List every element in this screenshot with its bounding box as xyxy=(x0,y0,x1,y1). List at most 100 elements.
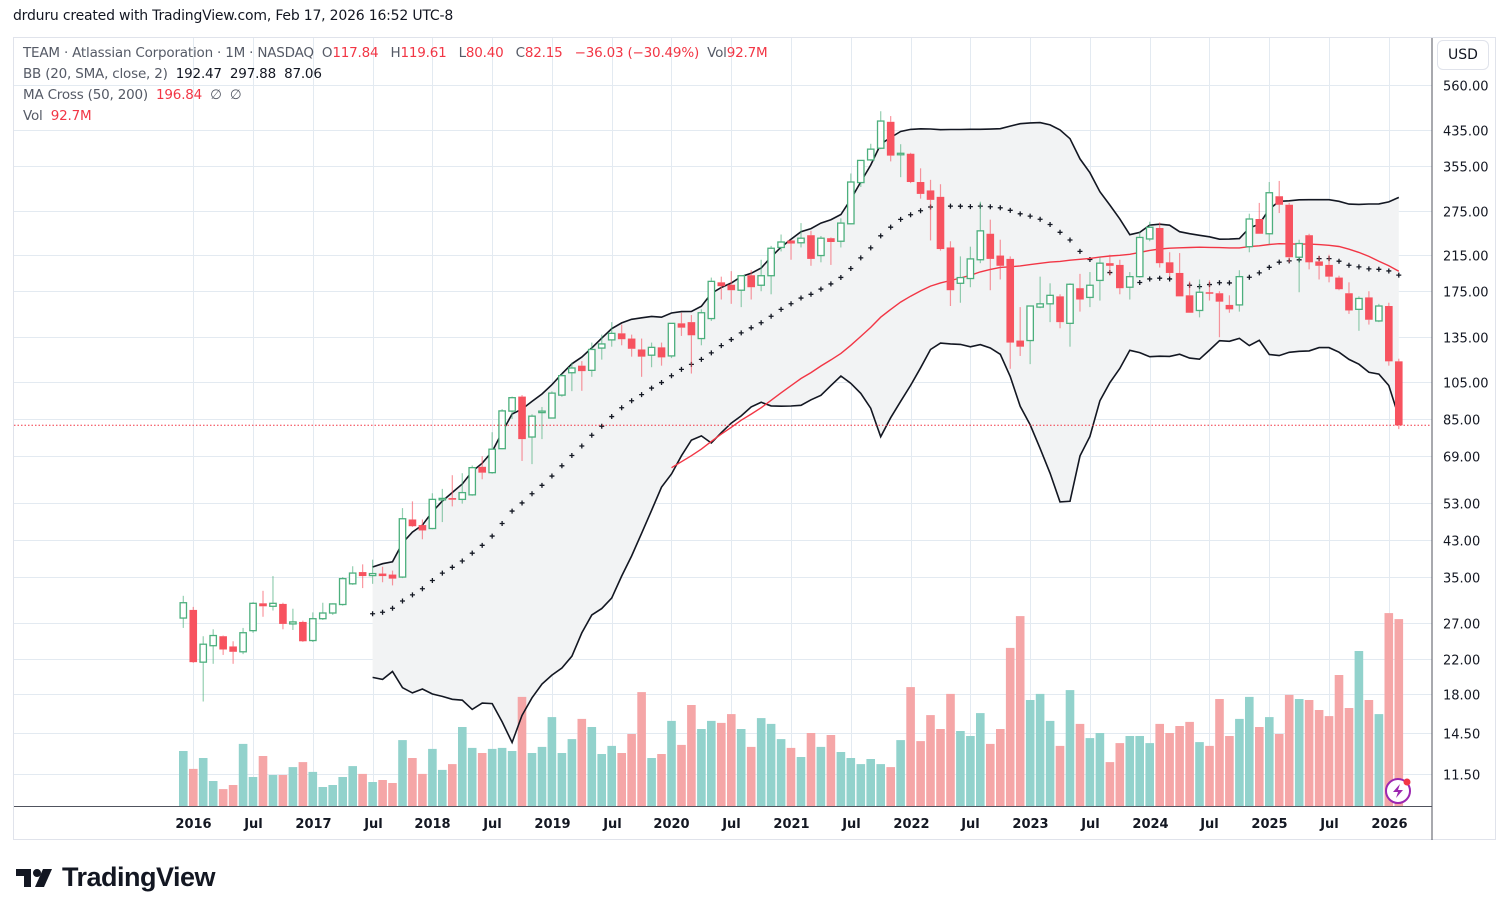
volume-bar xyxy=(896,740,905,806)
legend-vol-row[interactable]: Vol 92.7M xyxy=(23,108,95,124)
legend-symbol-row: TEAM · Atlassian Corporation · 1M · NASD… xyxy=(23,45,775,61)
bollinger-basis-marker xyxy=(668,373,674,379)
candle xyxy=(1235,270,1244,312)
candle xyxy=(637,338,646,377)
legend-bb-row[interactable]: BB (20, SMA, close, 2) 192.47 297.88 87.… xyxy=(23,66,326,82)
ma-fast-value: 196.84 xyxy=(156,87,203,103)
bollinger-basis-marker xyxy=(838,274,844,280)
bollinger-basis-marker xyxy=(768,313,774,319)
bollinger-basis-marker xyxy=(798,295,804,301)
candle xyxy=(837,218,845,248)
candle-body xyxy=(647,346,656,356)
bollinger-basis-marker xyxy=(579,443,585,449)
plot-area[interactable] xyxy=(14,111,1432,806)
time-tick-label: Jul xyxy=(602,817,622,832)
price-tick-label: 85.00 xyxy=(1443,414,1480,429)
candle xyxy=(866,143,875,161)
candle xyxy=(1245,213,1254,253)
candle xyxy=(1215,291,1224,338)
volume-bar xyxy=(1165,733,1174,806)
price-tick-label: 18.00 xyxy=(1443,689,1480,704)
bollinger-basis-marker xyxy=(419,586,425,592)
candle-body xyxy=(1056,296,1064,323)
bb-upper-value: 297.88 xyxy=(229,66,276,82)
bollinger-basis-marker xyxy=(1376,266,1382,272)
candle xyxy=(926,179,935,241)
candle-body xyxy=(936,196,945,250)
volume-bar xyxy=(1324,716,1334,806)
volume-bar xyxy=(1095,733,1105,806)
volume-bar xyxy=(1185,721,1194,806)
candle-body xyxy=(358,572,367,577)
candle xyxy=(388,570,397,586)
volume-bar xyxy=(1015,616,1025,806)
bollinger-basis-marker xyxy=(519,500,525,506)
lightning-bolt-icon[interactable] xyxy=(1385,778,1411,804)
volume-bar xyxy=(507,751,517,806)
candle-body xyxy=(727,284,736,291)
candle xyxy=(1345,282,1353,314)
candle xyxy=(1355,296,1363,331)
candle xyxy=(488,432,497,474)
symbol-title[interactable]: TEAM · Atlassian Corporation · 1M · NASD… xyxy=(23,45,314,61)
volume-bar xyxy=(1314,710,1324,806)
volume-bar xyxy=(1115,743,1125,806)
volume-bar xyxy=(1215,699,1224,806)
candle-body xyxy=(876,120,885,149)
volume-bar xyxy=(338,777,347,806)
candle xyxy=(707,277,716,321)
time-axis[interactable]: 2016 Jul 2017 Jul 2018 Jul 2019 Jul 2020 Jul 2021 J… xyxy=(175,817,1407,832)
candle-body xyxy=(737,275,746,291)
vol-indicator-value: 92.7M xyxy=(50,108,92,124)
candle-body xyxy=(328,603,337,614)
candle-body xyxy=(1155,227,1164,264)
bollinger-basis-marker xyxy=(1147,276,1153,282)
candle-body xyxy=(1365,297,1373,320)
volume-bar xyxy=(1344,708,1354,806)
candle-body xyxy=(777,241,785,249)
price-axis[interactable]: 560.00 435.00 355.00 275.00 215.00 175.00 135.… xyxy=(1443,80,1489,784)
volume-bar xyxy=(388,783,397,806)
candle xyxy=(358,564,367,589)
candle xyxy=(209,629,218,664)
candle xyxy=(597,334,606,360)
bollinger-basis-marker xyxy=(1027,213,1033,219)
bollinger-basis-marker xyxy=(619,405,625,411)
volume-bar xyxy=(1245,696,1254,806)
volume-bar xyxy=(1384,613,1394,806)
volume-bar xyxy=(876,764,885,806)
candle xyxy=(299,620,307,643)
candle-body xyxy=(1205,292,1214,294)
bollinger-basis-marker xyxy=(1246,274,1252,280)
candle-body xyxy=(1165,262,1174,273)
bollinger-basis-marker xyxy=(1077,248,1083,254)
candle xyxy=(1185,281,1194,313)
candle-body xyxy=(1185,295,1194,313)
currency-button[interactable]: USD xyxy=(1437,40,1489,70)
tradingview-logo[interactable]: TradingView xyxy=(16,862,216,893)
candle xyxy=(1145,221,1154,242)
time-tick-label: Jul xyxy=(243,817,263,832)
candle xyxy=(1026,305,1035,365)
bollinger-basis-marker xyxy=(489,533,495,539)
legend-ma-row[interactable]: MA Cross (50, 200) 196.84 ∅ ∅ xyxy=(23,87,245,103)
volume-bar xyxy=(238,743,248,806)
candle-body xyxy=(558,375,566,396)
candle-body xyxy=(348,572,357,585)
volume-bar xyxy=(328,785,337,806)
bollinger-basis-marker xyxy=(409,592,415,598)
bollinger-fill xyxy=(372,122,1399,743)
candle xyxy=(289,608,297,630)
candle-body xyxy=(1385,306,1393,362)
low-value: 80.40 xyxy=(465,45,504,61)
candle-body xyxy=(1255,219,1264,234)
volume-bar xyxy=(228,785,238,806)
volume-bar xyxy=(966,736,975,806)
candle-body xyxy=(996,255,1005,266)
candle xyxy=(568,362,576,392)
volume-bar xyxy=(477,753,487,806)
bollinger-basis-marker xyxy=(1167,276,1173,282)
bollinger-basis-marker xyxy=(599,423,605,429)
volume-bar xyxy=(1225,736,1234,806)
